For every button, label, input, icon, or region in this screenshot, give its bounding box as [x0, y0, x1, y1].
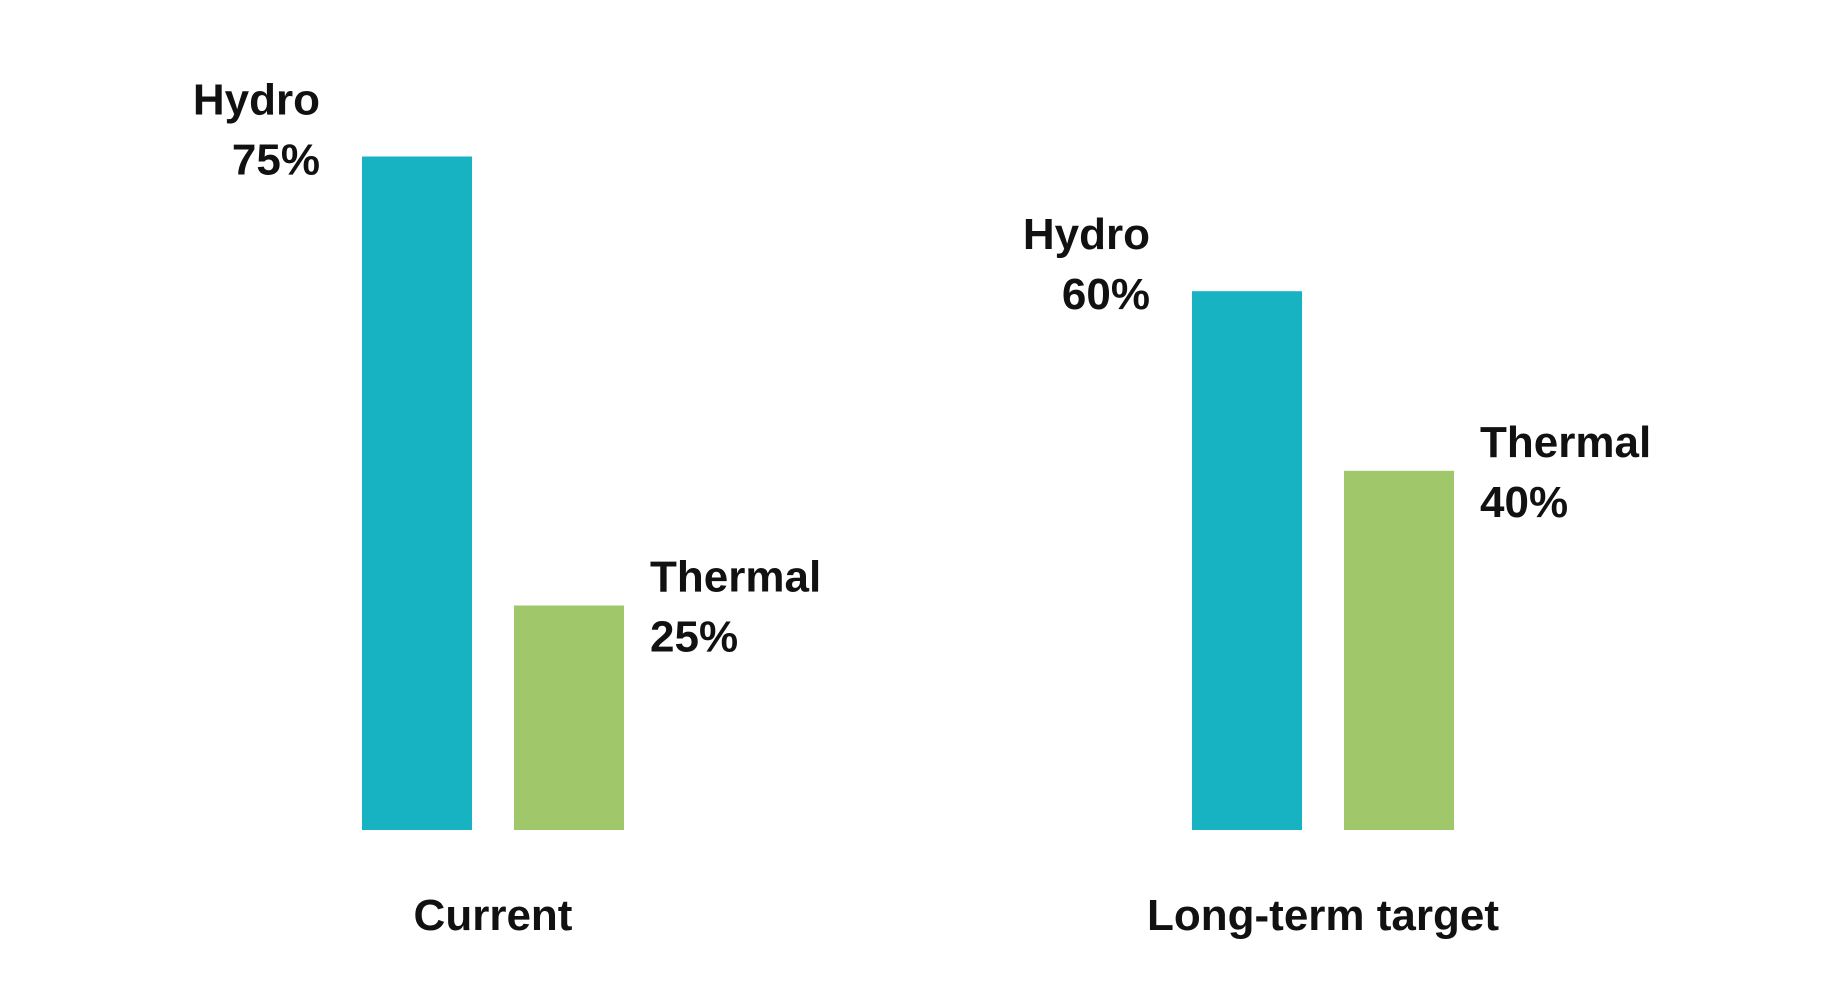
category-label: Current [414, 891, 573, 940]
thermal-value-label: 25% [650, 613, 738, 662]
bar-group-current: Hydro 75% Thermal 25% Current [193, 76, 821, 941]
hydro-value-label: 60% [1062, 270, 1150, 319]
hydro-series-label: Hydro [193, 76, 320, 125]
thermal-bar [514, 605, 624, 830]
bar-group-long-term-target: Hydro 60% Thermal 40% Long-term target [1023, 210, 1651, 940]
thermal-series-label: Thermal [1480, 418, 1651, 467]
hydro-value-label: 75% [232, 136, 320, 185]
thermal-value-label: 40% [1480, 478, 1568, 527]
thermal-series-label: Thermal [650, 553, 821, 602]
thermal-bar [1344, 470, 1454, 830]
hydro-series-label: Hydro [1023, 210, 1150, 259]
category-label: Long-term target [1147, 891, 1499, 940]
hydro-bar [362, 156, 472, 830]
hydro-bar [1192, 291, 1302, 830]
